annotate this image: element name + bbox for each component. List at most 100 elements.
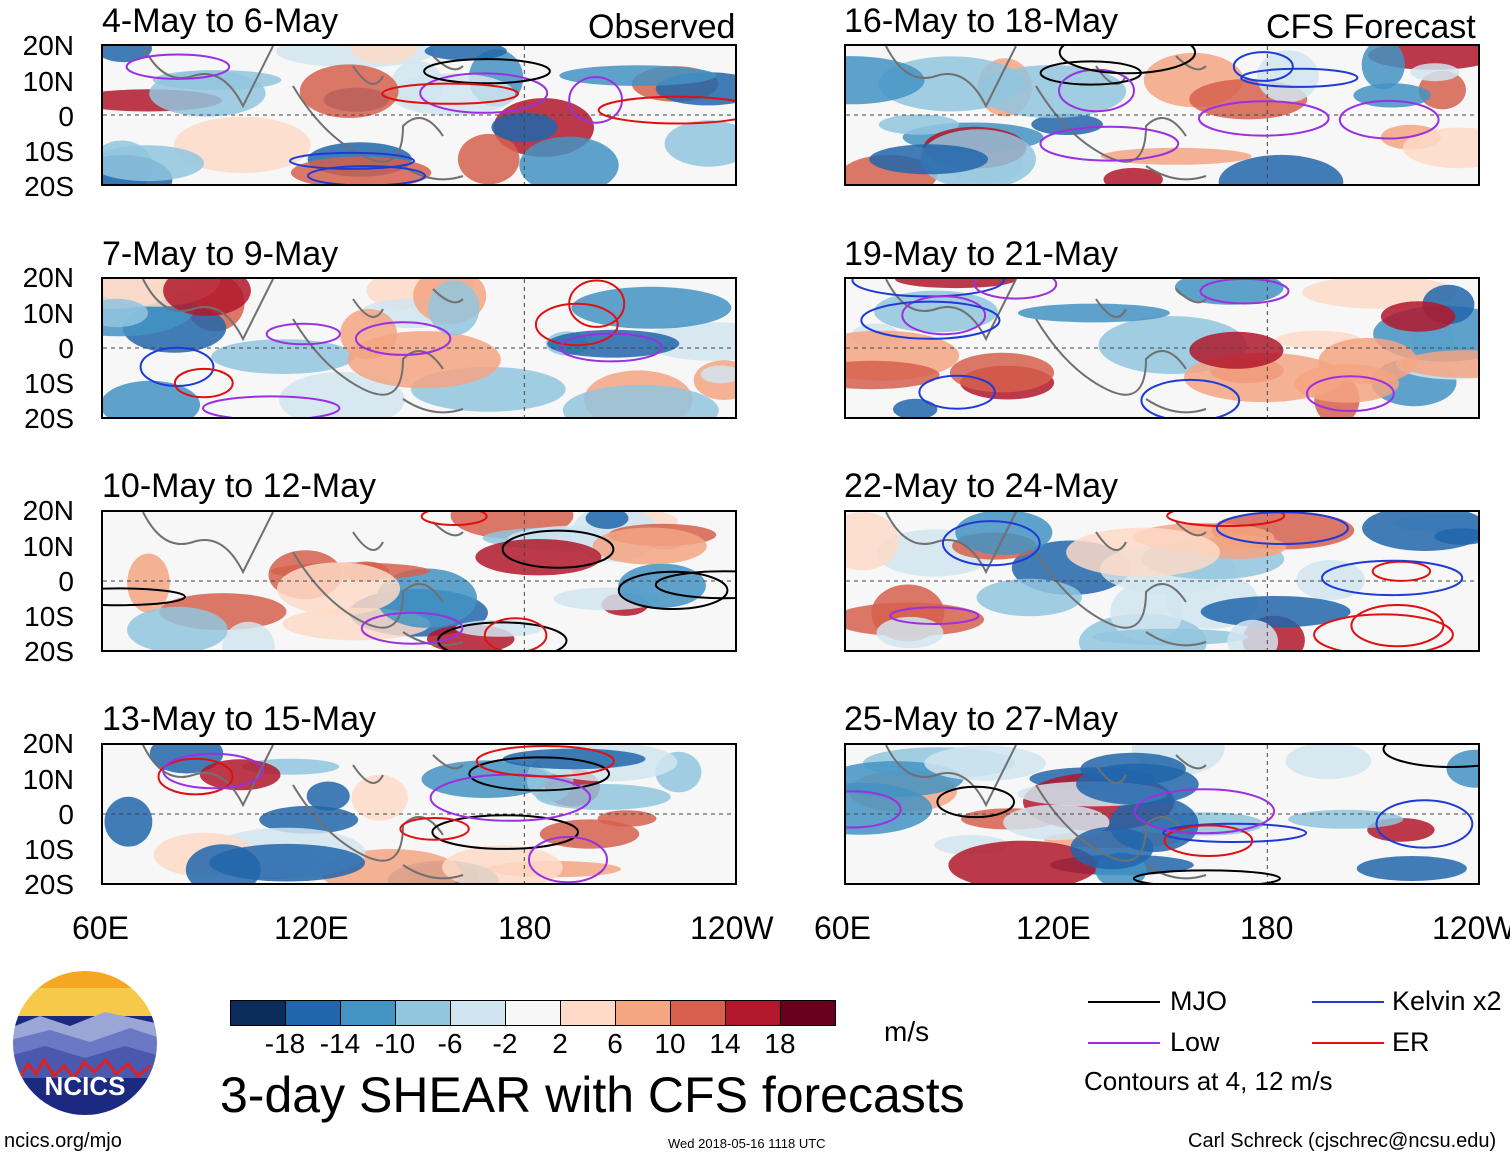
shear-anomaly-blob [1362,512,1478,551]
map-panel-fc-4 [844,743,1480,885]
coastline [142,279,464,414]
shear-anomaly-blob [1174,279,1284,305]
shear-anomaly-blob [1227,619,1279,650]
lon-tick: 60E [72,910,129,946]
lat-tick: 10N [22,531,74,562]
lon-tick: 60E [814,910,871,946]
shear-anomaly-blob [1017,303,1170,323]
shear-anomaly-blob [299,64,399,118]
lat-tick: 10S [24,834,74,865]
shear-map [846,745,1478,883]
colorbar-tick-label: 18 [764,1028,796,1059]
kelvin-contour [851,279,1005,298]
shear-anomaly-blob [173,116,311,174]
shear-anomaly-blob [199,759,281,791]
lat-tick: 10S [24,601,74,632]
kelvin-contour [1162,822,1308,844]
kelvin-contour [289,151,415,170]
forecast-label: CFS Forecast [1266,8,1476,46]
shear-anomaly-blob [1318,337,1418,384]
legend-line-kelvin [1312,1001,1384,1003]
shear-anomaly-blob [428,280,480,336]
colorbar-cell [285,1000,341,1026]
kelvin-contour [139,346,215,388]
lon-tick: 180 [1240,910,1294,946]
map-panel-fc-3 [844,510,1480,652]
shear-anomaly-blob [103,145,205,182]
shear-anomaly-blob [1103,167,1163,184]
kelvin-contour [1240,67,1359,88]
low-contour [1039,125,1180,162]
footer-author: Carl Schreck (cjschrec@ncsu.edu) [1188,1130,1497,1152]
lat-tick: 0 [58,566,74,597]
shear-anomaly-blob [562,384,719,417]
er-contour [534,302,619,347]
shear-anomaly-blob [152,70,282,90]
shear-anomaly-blob [700,365,735,384]
shear-anomaly-blob [306,781,350,811]
panel-title-fc-3: 22-May to 24-May [844,467,1118,505]
low-contour [125,53,231,80]
colorbar-cell [615,1000,671,1026]
shear-anomaly-blob [163,279,251,316]
shear-anomaly-blob [127,553,170,613]
shear-anomaly-blob [347,331,501,389]
colorbar-tick-label: -6 [437,1028,463,1059]
lat-tick: 20S [24,171,74,202]
colorbar-tick-label: 6 [607,1028,623,1059]
shear-anomaly-blob [1031,113,1103,135]
map-panel-obs-4 [101,743,737,885]
mjo-contour [936,785,1015,819]
lat-tick: 0 [58,799,74,830]
shear-anomaly-blob [893,398,938,417]
er-contour [1350,604,1445,648]
lat-tick: 10N [22,66,74,97]
shear-anomaly-blob [585,512,629,529]
shear-anomaly-blob [1066,527,1221,577]
shear-anomaly-blob [1003,804,1110,841]
map-panel-obs-1 [101,44,737,186]
kelvin-contour [918,374,996,410]
shear-map [846,46,1478,184]
shear-anomaly-blob [279,372,405,417]
lat-tick: 0 [58,333,74,364]
shear-map [103,512,735,650]
er-contour [173,367,234,399]
low-contour [889,606,980,625]
er-contour [420,512,488,526]
lat-tick: 20N [22,495,74,526]
mjo-contour [1382,745,1478,768]
colorbar-cell [560,1000,616,1026]
legend-label-er: ER [1392,1027,1430,1057]
legend-label-mjo: MJO [1170,986,1227,1016]
low-contour [419,72,549,114]
kelvin-contour [860,300,1001,340]
mjo-contour [431,814,580,850]
shear-anomaly-blob [1200,596,1351,628]
shear-anomaly-blob [1402,127,1478,169]
lat-tick: 10N [22,764,74,795]
shear-anomaly-blob [664,120,735,167]
shear-anomaly-blob [846,512,899,571]
shear-anomaly-blob [1076,763,1199,805]
shear-map [846,279,1478,417]
footer-url: ncics.org/mjo [4,1130,122,1152]
er-contour [157,757,234,796]
low-contour [1199,279,1290,305]
colorbar-tick-label: 2 [552,1028,568,1059]
observed-label: Observed [588,8,736,46]
chart-title: 3-day SHEAR with CFS forecasts [220,1067,965,1123]
shear-anomaly-blob [259,805,359,834]
shear-anomaly-blob [869,144,989,175]
panel-title-fc-4: 25-May to 27-May [844,700,1118,738]
shear-anomaly-blob [1410,63,1460,82]
er-contour [483,617,548,650]
low-contour [1338,99,1440,140]
lon-tick: 180 [498,910,552,946]
shear-anomaly-blob [597,810,657,827]
kelvin-contour [1140,378,1241,417]
shear-map [103,745,735,883]
er-contour [1313,613,1454,650]
low-contour [1306,375,1395,412]
lon-tick: 120W [690,910,774,946]
